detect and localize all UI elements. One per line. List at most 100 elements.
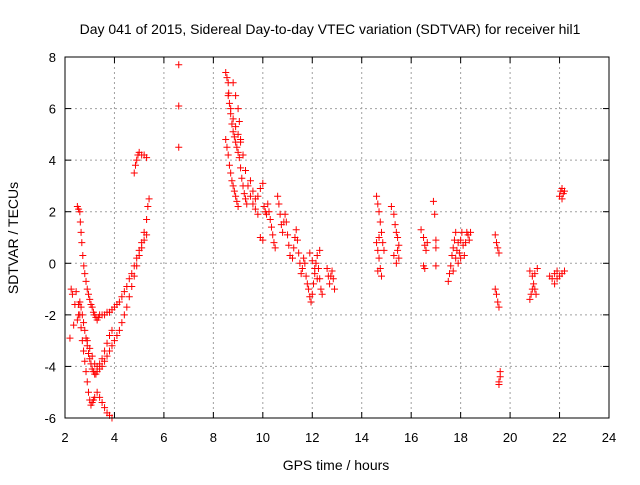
data-point [240, 190, 248, 198]
data-point [491, 285, 499, 293]
data-point [70, 321, 78, 329]
data-point [86, 295, 94, 303]
data-point [300, 254, 308, 262]
data-point [242, 166, 250, 174]
data-point [82, 368, 90, 376]
ticks-layer [64, 56, 610, 419]
data-point [133, 156, 141, 164]
data-point [133, 262, 141, 270]
data-point [67, 285, 75, 293]
data-point [125, 293, 133, 301]
data-point [103, 352, 111, 360]
data-point [373, 239, 381, 247]
data-point [531, 270, 539, 278]
data-point [128, 282, 136, 290]
data-point [234, 130, 242, 138]
data-point [284, 231, 292, 239]
data-point [79, 252, 87, 260]
data-point [275, 200, 283, 208]
data-point [108, 342, 116, 350]
data-point [421, 264, 429, 272]
data-point [265, 208, 273, 216]
data-point [308, 257, 316, 265]
data-point [285, 241, 293, 249]
data-point [232, 92, 240, 100]
data-point [467, 228, 475, 236]
data-point [138, 244, 146, 252]
data-point [77, 324, 85, 332]
data-point [232, 123, 240, 131]
data-point [144, 203, 152, 211]
data-point [417, 226, 425, 234]
data-point [295, 249, 303, 257]
data-point [376, 218, 384, 226]
data-point [82, 277, 90, 285]
data-point [270, 239, 278, 247]
data-point [496, 373, 504, 381]
data-point [81, 326, 89, 334]
data-point [233, 197, 241, 205]
data-point [77, 228, 85, 236]
data-point [237, 136, 245, 144]
data-point [316, 246, 324, 254]
data-point [420, 234, 428, 241]
data-point [143, 215, 151, 223]
data-point [222, 136, 230, 144]
data-point [264, 200, 272, 208]
data-point [379, 239, 387, 247]
data-point [432, 236, 440, 244]
data-point [135, 252, 143, 260]
data-point [454, 239, 462, 247]
data-point [229, 128, 237, 136]
data-point [239, 151, 247, 159]
data-point [110, 337, 118, 345]
data-point [123, 303, 131, 311]
data-point [140, 236, 148, 244]
data-point [108, 326, 116, 334]
data-point [225, 161, 233, 169]
data-point [101, 404, 109, 412]
data-point [78, 239, 86, 247]
data-point [429, 197, 437, 205]
data-point [224, 151, 232, 159]
data-point [81, 357, 89, 365]
data-point [225, 99, 233, 107]
data-point [271, 244, 279, 252]
data-point [328, 267, 336, 275]
data-point [392, 259, 400, 267]
data-point [282, 218, 290, 226]
data-point [448, 252, 456, 260]
plot-frame [64, 56, 610, 419]
data-point [175, 61, 183, 69]
data-point [375, 208, 383, 216]
data-point [68, 290, 76, 298]
data-point [229, 182, 237, 190]
data-point [120, 288, 128, 296]
data-point [391, 221, 399, 229]
data-point [312, 259, 320, 267]
data-point [143, 154, 151, 162]
data-point [256, 185, 264, 193]
data-points-layer [66, 61, 568, 422]
data-point [293, 236, 301, 244]
data-point [444, 277, 452, 285]
data-point [460, 252, 468, 260]
chart-title: Day 041 of 2015, Sidereal Day-to-day VTE… [80, 21, 581, 37]
data-point [452, 228, 460, 236]
data-point [84, 290, 92, 298]
data-point [281, 210, 289, 218]
x-tick-label: 16 [404, 430, 418, 445]
data-point [288, 254, 296, 262]
x-tick-label: 4 [111, 430, 118, 445]
data-point [80, 262, 88, 270]
data-point [130, 272, 138, 280]
data-point [313, 275, 321, 283]
data-point [422, 246, 430, 254]
data-point [244, 182, 252, 190]
data-point [495, 303, 503, 311]
data-point [431, 210, 439, 218]
data-point [297, 270, 305, 278]
data-point [66, 334, 74, 342]
data-point [120, 311, 128, 319]
